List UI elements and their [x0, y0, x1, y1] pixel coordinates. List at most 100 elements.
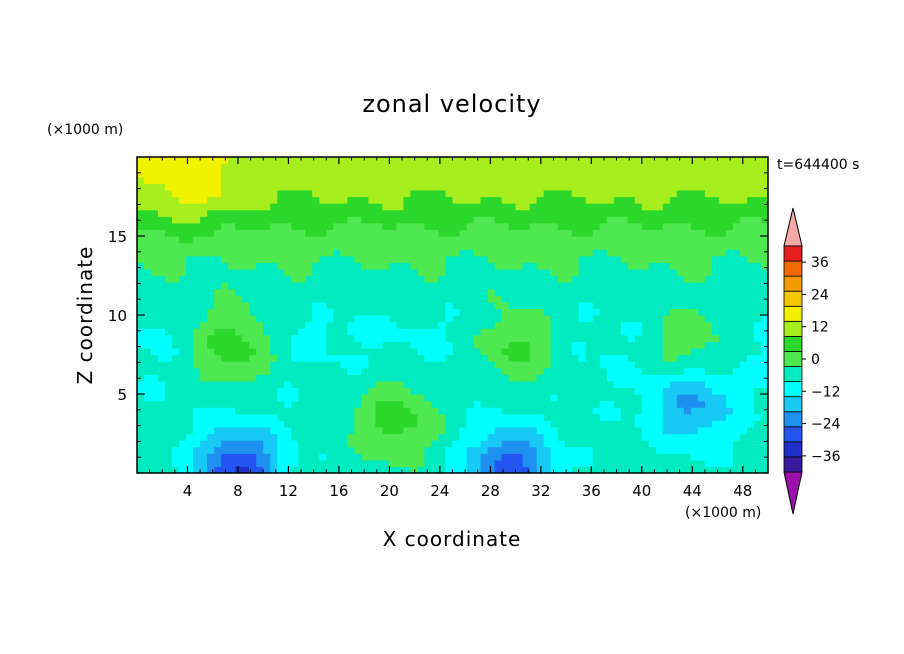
heatmap-cell — [732, 321, 741, 329]
heatmap-cell — [312, 242, 320, 250]
heatmap-cell — [410, 255, 419, 263]
heatmap-cell — [424, 288, 433, 296]
heatmap-cell — [760, 334, 768, 342]
heatmap-cell — [487, 321, 496, 329]
heatmap-cell — [627, 426, 636, 435]
heatmap-cell — [368, 308, 376, 316]
heatmap-cell — [760, 315, 768, 323]
heatmap-cell — [249, 222, 257, 231]
heatmap-cell — [676, 157, 685, 165]
heatmap-cell — [599, 440, 608, 448]
heatmap-cell — [235, 374, 243, 382]
heatmap-cell — [662, 163, 671, 171]
heatmap-cell — [445, 282, 454, 290]
heatmap-cell — [550, 295, 559, 303]
heatmap-cell — [403, 367, 412, 375]
heatmap-cell — [186, 170, 194, 178]
heatmap-cell — [291, 315, 299, 323]
heatmap-cell — [333, 189, 341, 198]
heatmap-cell — [207, 236, 215, 244]
heatmap-cell — [564, 268, 573, 277]
heatmap-cell — [284, 341, 292, 349]
heatmap-cell — [606, 426, 615, 435]
heatmap-cell — [620, 354, 629, 362]
heatmap-cell — [578, 295, 587, 303]
heatmap-cell — [529, 189, 538, 198]
heatmap-cell — [137, 249, 145, 257]
heatmap-cell — [193, 367, 201, 375]
heatmap-cell — [312, 268, 320, 277]
heatmap-cell — [235, 334, 243, 342]
heatmap-cell — [256, 203, 264, 211]
heatmap-cell — [165, 380, 173, 389]
heatmap-cell — [627, 163, 636, 171]
heatmap-cell — [515, 222, 524, 231]
heatmap-cell — [466, 321, 475, 329]
heatmap-cell — [361, 380, 369, 389]
heatmap-cell — [305, 420, 313, 428]
heatmap-cell — [403, 268, 412, 277]
heatmap-cell — [158, 255, 166, 263]
heatmap-cell — [361, 203, 369, 211]
heatmap-cell — [165, 361, 173, 369]
heatmap-cell — [361, 334, 369, 342]
heatmap-cell — [340, 361, 348, 369]
heatmap-cell — [578, 361, 587, 369]
heatmap-cell — [494, 163, 503, 171]
heatmap-cell — [200, 275, 208, 283]
heatmap-cell — [438, 420, 447, 428]
heatmap-cell — [515, 453, 524, 461]
heatmap-cell — [697, 249, 706, 257]
heatmap-cell — [326, 361, 334, 369]
heatmap-cell — [298, 288, 306, 296]
heatmap-cell — [585, 466, 594, 473]
heatmap-cell — [396, 334, 405, 342]
heatmap-cell — [256, 354, 264, 362]
heatmap-cell — [739, 275, 748, 283]
heatmap-cell — [634, 407, 643, 415]
heatmap-cell — [158, 407, 166, 415]
heatmap-cell — [263, 288, 271, 296]
heatmap-cell — [725, 459, 734, 468]
heatmap-cell — [550, 426, 559, 435]
heatmap-cell — [606, 268, 615, 277]
heatmap-cell — [634, 354, 643, 362]
heatmap-cell — [662, 308, 671, 316]
heatmap-cell — [578, 426, 587, 435]
heatmap-cell — [417, 275, 426, 283]
heatmap-cell — [746, 275, 755, 283]
heatmap-cell — [480, 308, 489, 316]
heatmap-cell — [480, 387, 489, 395]
heatmap-cell — [760, 222, 768, 231]
heatmap-cell — [200, 459, 208, 468]
x-tick-label: 28 — [481, 482, 500, 500]
heatmap-cell — [284, 426, 292, 435]
heatmap-cell — [746, 446, 755, 454]
heatmap-cell — [557, 315, 566, 323]
heatmap-cell — [466, 400, 475, 408]
heatmap-cell — [690, 446, 699, 454]
heatmap-cell — [690, 466, 699, 473]
heatmap-cell — [298, 433, 306, 441]
heatmap-cell — [536, 394, 545, 402]
heatmap-cell — [494, 446, 503, 454]
heatmap-cell — [235, 459, 243, 468]
heatmap-cell — [697, 453, 706, 461]
heatmap-cell — [403, 413, 412, 421]
heatmap-cell — [753, 268, 762, 277]
heatmap-cell — [221, 334, 229, 342]
heatmap-cell — [473, 459, 482, 468]
heatmap-cell — [690, 367, 699, 375]
heatmap-cell — [284, 288, 292, 296]
heatmap-cell — [627, 354, 636, 362]
heatmap-cell — [207, 361, 215, 369]
heatmap-cell — [151, 242, 159, 250]
heatmap-cell — [487, 420, 496, 428]
heatmap-cell — [249, 440, 257, 448]
heatmap-cell — [711, 236, 720, 244]
heatmap-cell — [599, 222, 608, 231]
heatmap-cell — [368, 157, 376, 165]
heatmap-cell — [256, 196, 264, 204]
heatmap-cell — [452, 222, 461, 231]
heatmap-cell — [431, 157, 440, 165]
